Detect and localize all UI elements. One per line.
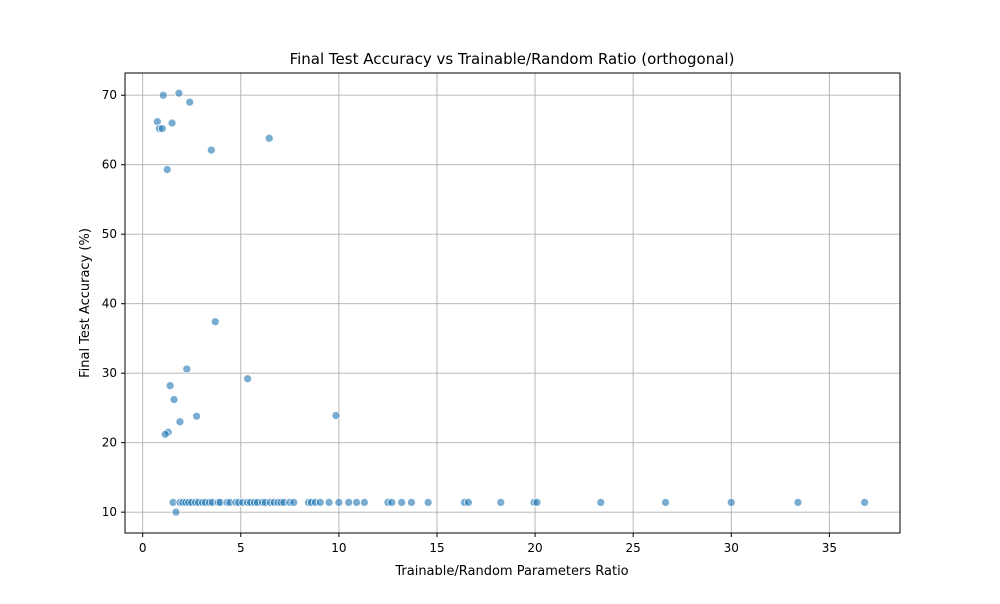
data-point — [210, 317, 220, 327]
data-point — [496, 498, 506, 507]
data-point — [726, 498, 736, 507]
x-axis-label: Trainable/Random Parameters Ratio — [394, 564, 628, 579]
x-tick-label: 20 — [527, 541, 542, 555]
y-tick-label: 20 — [102, 436, 117, 450]
data-point — [315, 498, 325, 507]
data-point — [162, 165, 172, 174]
x-tick-label: 30 — [724, 541, 739, 555]
data-point — [423, 498, 433, 507]
x-tick-label: 15 — [429, 541, 444, 555]
data-point — [185, 97, 195, 107]
data-point — [334, 498, 344, 507]
data-point — [264, 133, 274, 143]
data-point — [596, 498, 606, 507]
x-tick-label: 0 — [139, 541, 147, 555]
data-point — [407, 498, 416, 507]
data-point — [171, 507, 181, 517]
data-points — [153, 88, 870, 517]
x-tick-label: 35 — [822, 541, 837, 555]
x-tick-label: 25 — [626, 541, 641, 555]
data-point — [860, 498, 870, 507]
data-point — [464, 498, 473, 507]
y-tick-label: 40 — [102, 297, 117, 311]
data-point — [192, 411, 201, 421]
x-axis-ticks: 0 5 10 15 20 25 30 35 — [139, 533, 837, 555]
data-point — [169, 395, 179, 404]
y-axis-label: Final Test Accuracy (%) — [78, 228, 93, 378]
data-point — [158, 90, 168, 100]
y-tick-label: 30 — [102, 366, 117, 380]
data-point — [352, 498, 361, 507]
data-point — [397, 498, 406, 507]
data-point — [532, 498, 542, 507]
data-point — [206, 145, 216, 155]
data-point — [331, 411, 341, 420]
data-point — [387, 498, 397, 507]
data-point — [344, 498, 354, 507]
data-point — [175, 417, 185, 427]
data-point — [289, 498, 299, 507]
plot-frame — [124, 72, 901, 534]
x-tick-label: 10 — [331, 541, 346, 555]
y-tick-label: 70 — [102, 88, 117, 102]
data-point — [165, 381, 175, 391]
data-point — [243, 374, 252, 384]
data-point — [360, 498, 369, 507]
data-point — [324, 498, 334, 507]
y-tick-label: 50 — [102, 227, 117, 241]
data-point — [167, 118, 177, 128]
y-tick-label: 60 — [102, 158, 117, 172]
x-tick-label: 5 — [237, 541, 245, 555]
data-point — [661, 498, 670, 507]
data-point — [157, 124, 167, 133]
y-tick-label: 10 — [102, 505, 117, 519]
data-point — [793, 498, 803, 507]
grid-lines — [125, 73, 900, 533]
data-point — [160, 429, 170, 439]
chart-title: Final Test Accuracy vs Trainable/Random … — [290, 50, 735, 68]
data-point — [174, 88, 184, 98]
y-axis-ticks: 10 20 30 40 50 60 70 — [102, 88, 125, 519]
data-point — [182, 364, 192, 374]
